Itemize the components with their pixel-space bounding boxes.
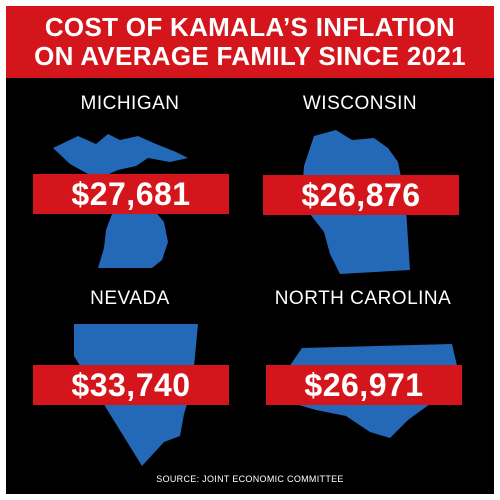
value-bar-wisconsin: $26,876	[263, 175, 459, 215]
source-note: SOURCE: JOINT ECONOMIC COMMITTEE	[156, 474, 344, 484]
value-bar-michigan: $27,681	[33, 174, 229, 214]
headline-banner: COST OF KAMALA’S INFLATION ON AVERAGE FA…	[6, 6, 494, 78]
state-label-north-carolina: NORTH CAROLINA	[274, 288, 452, 309]
state-label-wisconsin: WISCONSIN	[302, 93, 418, 114]
value-michigan: $27,681	[71, 175, 191, 212]
headline-line-2: ON AVERAGE FAMILY SINCE 2021	[34, 41, 466, 71]
value-bar-nevada: $33,740	[33, 365, 229, 405]
value-wisconsin: $26,876	[301, 176, 421, 213]
value-nevada: $33,740	[71, 366, 191, 403]
headline-line-1: COST OF KAMALA’S INFLATION	[44, 12, 456, 42]
value-bar-north-carolina: $26,971	[266, 365, 462, 405]
state-label-michigan: MICHIGAN	[80, 93, 180, 114]
state-label-nevada: NEVADA	[90, 288, 170, 309]
value-north-carolina: $26,971	[304, 366, 424, 403]
